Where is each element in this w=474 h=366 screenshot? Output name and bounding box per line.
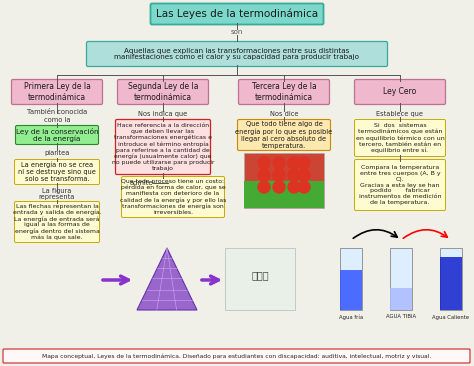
Circle shape <box>258 157 270 169</box>
Circle shape <box>288 181 300 193</box>
Text: Ley Cero: Ley Cero <box>383 87 417 97</box>
Text: admite: admite <box>129 180 153 186</box>
FancyBboxPatch shape <box>238 79 329 105</box>
Bar <box>244 153 324 208</box>
Text: Compara la temperatura
entre tres cuerpos (A, B y
C).
Gracias a esta ley se han
: Compara la temperatura entre tres cuerpo… <box>359 165 441 205</box>
FancyBboxPatch shape <box>116 120 210 175</box>
FancyBboxPatch shape <box>151 4 323 25</box>
Bar <box>340 248 362 310</box>
Text: También conocida
como la: También conocida como la <box>27 109 87 123</box>
Text: Hace referencia a la dirección
que deben llevar las
transformaciones energéticas: Hace referencia a la dirección que deben… <box>112 123 214 171</box>
Circle shape <box>298 157 310 169</box>
Text: Agua Caliente: Agua Caliente <box>432 314 470 320</box>
Circle shape <box>288 169 300 181</box>
Bar <box>340 270 362 310</box>
Circle shape <box>298 181 310 193</box>
Text: La figura
representa: La figura representa <box>39 187 75 201</box>
Circle shape <box>298 169 310 181</box>
FancyBboxPatch shape <box>355 160 446 210</box>
Text: Que todo proceso tiene un costo:
pérdida en forma de calor, que se
manifiesta co: Que todo proceso tiene un costo: pérdida… <box>120 179 226 215</box>
Text: Segunda Ley de la
termodinámica: Segunda Ley de la termodinámica <box>128 82 198 102</box>
Circle shape <box>273 169 285 181</box>
FancyBboxPatch shape <box>15 202 100 243</box>
FancyBboxPatch shape <box>355 79 446 105</box>
Text: ⛹🎈🏃: ⛹🎈🏃 <box>251 270 269 280</box>
Text: Nos indica que: Nos indica que <box>138 111 188 117</box>
Text: Tercera Ley de la
termodinámica: Tercera Ley de la termodinámica <box>252 82 316 102</box>
Text: Aquellas que explican las transformaciones entre sus distintas
manifestaciones c: Aquellas que explican las transformacion… <box>115 48 359 60</box>
FancyBboxPatch shape <box>15 160 100 184</box>
FancyBboxPatch shape <box>121 176 225 217</box>
Text: Las flechas representan la
entrada y salida de energía.
La energía de entrada se: Las flechas representan la entrada y sal… <box>13 204 101 240</box>
Bar <box>225 248 295 310</box>
FancyBboxPatch shape <box>86 41 388 67</box>
FancyBboxPatch shape <box>118 79 209 105</box>
Bar <box>440 257 462 310</box>
Text: Agua fría: Agua fría <box>339 314 363 320</box>
Text: Mapa conceptual, Leyes de la termodinámica. Diseñado para estudiantes con discap: Mapa conceptual, Leyes de la termodinámi… <box>42 353 432 359</box>
Text: La energía no se crea
ni se destruye sino que
solo se transforma.: La energía no se crea ni se destruye sin… <box>18 162 96 182</box>
FancyBboxPatch shape <box>11 79 102 105</box>
Bar <box>390 288 412 310</box>
Bar <box>390 248 412 310</box>
Text: Establece que: Establece que <box>376 111 423 117</box>
Bar <box>244 180 324 208</box>
Text: son: son <box>231 29 243 35</box>
Circle shape <box>258 181 270 193</box>
Text: plantea: plantea <box>44 150 70 156</box>
Bar <box>440 248 462 310</box>
Polygon shape <box>137 248 197 310</box>
FancyBboxPatch shape <box>355 120 446 157</box>
Text: Nos dice: Nos dice <box>270 111 298 117</box>
Circle shape <box>273 157 285 169</box>
Text: Que todo tiene algo de
energía por lo que es posible
llegar al cero absoluto de
: Que todo tiene algo de energía por lo qu… <box>236 121 333 149</box>
Circle shape <box>258 169 270 181</box>
FancyBboxPatch shape <box>237 120 330 150</box>
Circle shape <box>273 181 285 193</box>
FancyBboxPatch shape <box>16 126 99 145</box>
Text: Primera Ley de la
termodinámica: Primera Ley de la termodinámica <box>24 82 91 102</box>
Text: Si  dos  sistemas
termodinámicos que están
en equilibrio térmico con un
tercero,: Si dos sistemas termodinámicos que están… <box>356 123 444 153</box>
FancyBboxPatch shape <box>3 349 470 363</box>
Circle shape <box>288 157 300 169</box>
Text: Ley de la conservación
de la energía: Ley de la conservación de la energía <box>16 128 98 142</box>
Text: AGUA TIBIA: AGUA TIBIA <box>386 314 416 320</box>
Text: Las Leyes de la termodinámica: Las Leyes de la termodinámica <box>156 9 318 19</box>
